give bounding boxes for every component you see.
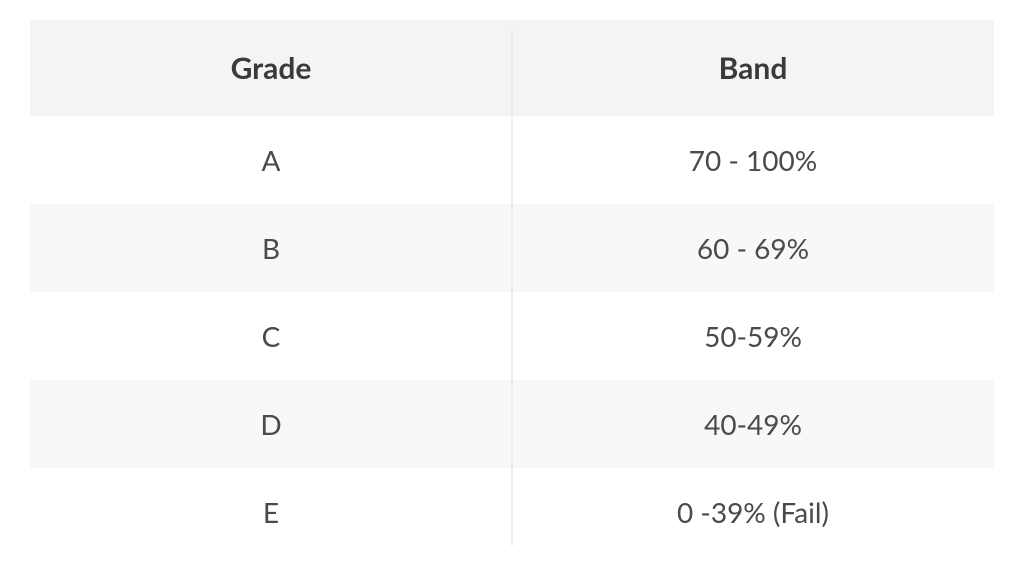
grade-table: Grade Band A 70 - 100% B 60 - 69% C 50-5… (30, 20, 994, 556)
column-divider (512, 30, 513, 546)
grade-cell: C (30, 295, 512, 377)
band-cell: 50-59% (512, 295, 994, 377)
grade-cell: D (30, 383, 512, 465)
grade-cell: E (30, 471, 512, 553)
column-header-band: Band (512, 26, 994, 110)
band-cell: 70 - 100% (512, 119, 994, 201)
grade-cell: B (30, 207, 512, 289)
band-cell: 60 - 69% (512, 207, 994, 289)
column-header-grade: Grade (30, 26, 512, 110)
band-cell: 40-49% (512, 383, 994, 465)
grade-cell: A (30, 119, 512, 201)
band-cell: 0 -39% (Fail) (512, 471, 994, 553)
